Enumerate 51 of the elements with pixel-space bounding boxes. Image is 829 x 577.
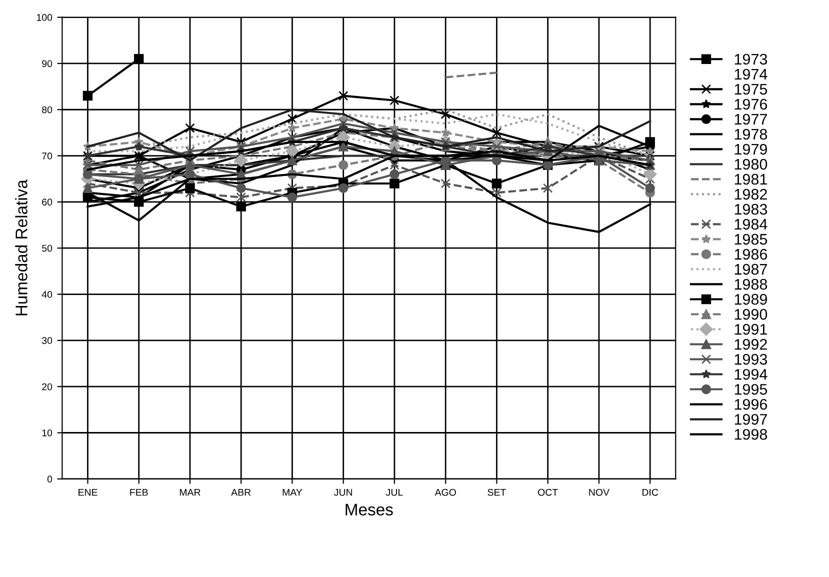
y-tick-label: 50 bbox=[42, 244, 52, 252]
y-tick-label: 30 bbox=[42, 337, 52, 344]
y-tick-label: 40 bbox=[42, 291, 52, 298]
y-tick-label: 70 bbox=[42, 152, 52, 160]
legend-label: 1984 bbox=[734, 218, 768, 230]
x-tick-label: NOV bbox=[589, 488, 610, 496]
y-tick-label: 20 bbox=[42, 383, 52, 390]
x-tick-label: MAY bbox=[282, 488, 302, 496]
x-tick-label: JUL bbox=[386, 488, 403, 496]
x-tick-label: AGO bbox=[434, 488, 456, 496]
x-tick-label: ENE bbox=[78, 488, 98, 496]
x-tick-label: FEB bbox=[130, 488, 148, 496]
legend-label: 1990 bbox=[734, 308, 768, 320]
legend-label: 1977 bbox=[734, 114, 767, 125]
legend-label: 1985 bbox=[734, 234, 768, 245]
y-tick-label: 80 bbox=[42, 106, 52, 114]
y-tick-label: 10 bbox=[42, 429, 52, 436]
legend-label: 1994 bbox=[734, 368, 768, 380]
y-tick-label: 90 bbox=[42, 60, 52, 68]
x-tick-label: SET bbox=[488, 488, 506, 496]
legend-label: 1995 bbox=[734, 384, 768, 395]
y-tick-label: 60 bbox=[42, 198, 52, 206]
y-axis-title: Humedad Relativa bbox=[15, 180, 28, 316]
legend-label: 1974 bbox=[734, 68, 768, 80]
legend-label: 1997 bbox=[734, 414, 767, 425]
legend-label: 1981 bbox=[734, 174, 767, 185]
x-tick-label: OCT bbox=[538, 488, 558, 496]
legend-label: 1980 bbox=[734, 158, 768, 170]
legend-label: 1976 bbox=[734, 98, 768, 110]
x-axis-title: Meses bbox=[346, 504, 393, 516]
legend-label: 1988 bbox=[734, 278, 768, 290]
legend-label: 1973 bbox=[734, 54, 768, 65]
y-tick-label: 100 bbox=[36, 14, 52, 21]
x-tick-label: JUN bbox=[334, 488, 352, 496]
legend-label: 1979 bbox=[734, 144, 767, 155]
y-tick-label: 0 bbox=[47, 476, 52, 483]
legend-label: 1989 bbox=[734, 294, 767, 305]
legend-label: 1993 bbox=[734, 354, 768, 365]
legend-label: 1998 bbox=[734, 428, 768, 440]
legend-label: 1978 bbox=[734, 128, 768, 140]
legend-label: 1982 bbox=[734, 188, 767, 200]
legend-label: 1986 bbox=[734, 248, 768, 260]
legend-label: 1996 bbox=[734, 398, 768, 410]
x-tick-label: MAR bbox=[180, 488, 200, 496]
legend-label: 1987 bbox=[734, 264, 767, 275]
legend-label: 1992 bbox=[734, 338, 767, 350]
x-tick-label: DIC bbox=[642, 488, 658, 496]
x-tick-label: ABR bbox=[231, 488, 251, 496]
legend-label: 1991 bbox=[734, 324, 767, 335]
legend-label: 1983 bbox=[734, 204, 768, 215]
legend-label: 1975 bbox=[734, 84, 768, 95]
